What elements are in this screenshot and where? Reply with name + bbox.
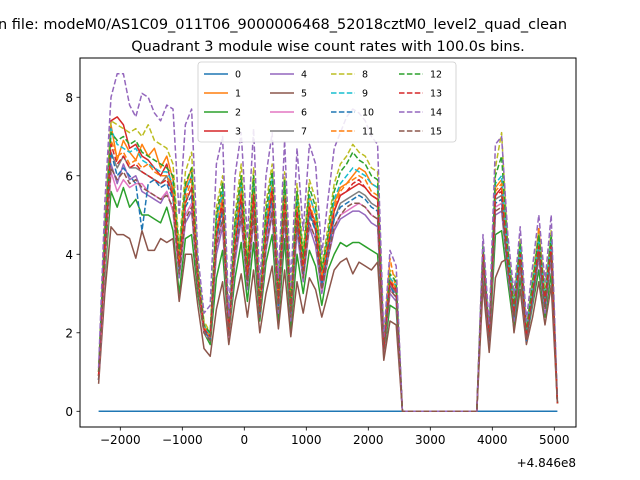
legend-label-1: 1 [235, 89, 241, 100]
x-tick-label: 0 [240, 433, 248, 447]
legend-label-5: 5 [301, 89, 307, 100]
series-layer [97, 72, 559, 413]
legend-label-15: 15 [430, 127, 442, 138]
legend-label-11: 11 [362, 127, 374, 138]
legend-box [197, 61, 457, 143]
legend-label-14: 14 [430, 108, 442, 119]
x-tick-label: 3000 [415, 433, 446, 447]
legend-label-2: 2 [235, 108, 241, 119]
x-tick-label: −2000 [100, 433, 141, 447]
x-tick-label: 2000 [353, 433, 384, 447]
y-tick-label: 4 [65, 248, 73, 262]
legend-label-10: 10 [362, 108, 374, 119]
plot-frame [79, 57, 577, 428]
x-tick-label: 1000 [291, 433, 322, 447]
legend-label-8: 8 [362, 70, 368, 81]
x-tick-label: 4000 [477, 433, 508, 447]
legend-label-7: 7 [301, 127, 307, 138]
y-tick-label: 2 [65, 326, 73, 340]
series-line-14 [97, 72, 559, 413]
legend-label-6: 6 [301, 108, 307, 119]
figure-suptitle: n file: modeM0/AS1C09_011T06_9000006468_… [0, 17, 567, 33]
legend-label-4: 4 [301, 70, 307, 81]
legend-label-13: 13 [430, 89, 442, 100]
y-tick-label: 0 [65, 405, 73, 419]
legend-label-12: 12 [430, 70, 442, 81]
x-offset-label: +4.846e8 [517, 456, 576, 470]
series-line-15 [97, 167, 559, 413]
legend-label-0: 0 [235, 70, 241, 81]
chart-title: Quadrant 3 module wise count rates with … [131, 39, 525, 55]
legend-label-3: 3 [235, 127, 241, 138]
y-tick-label: 8 [65, 91, 73, 105]
x-axis: −2000 −1000 0 1000 2000 3000 4000 5000 [100, 427, 570, 447]
x-tick-label: −1000 [162, 433, 203, 447]
y-tick-label: 6 [65, 169, 73, 183]
legend-label-9: 9 [362, 89, 368, 100]
y-axis: 0 2 4 6 8 [65, 91, 80, 419]
x-tick-label: 5000 [539, 433, 570, 447]
